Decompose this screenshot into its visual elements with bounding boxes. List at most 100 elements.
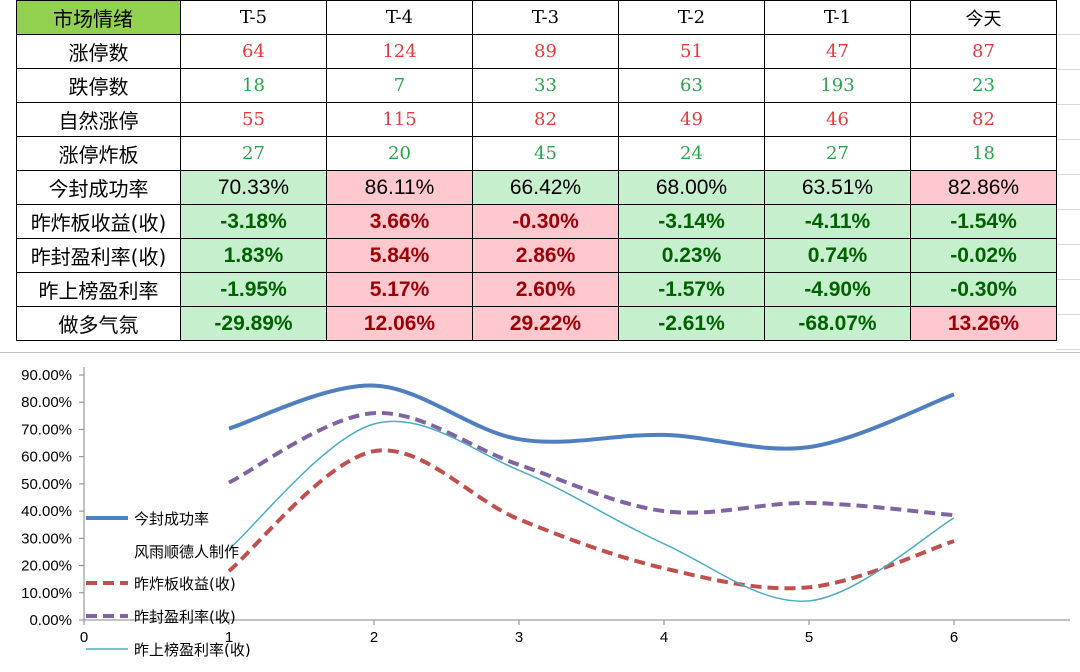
table-cell-t-4[interactable]: 12.06% [326,306,473,341]
table-cell-t-3[interactable]: 33 [472,68,619,103]
table-cell-t-2[interactable]: 63 [618,68,765,103]
row-label[interactable]: 昨封盈利率(收) [16,238,181,273]
header-cell-t-3[interactable]: T-3 [472,0,619,35]
table-cell-t-2[interactable]: 24 [618,136,765,171]
table-cell-t-1[interactable]: 27 [764,136,911,171]
legend-label-listed-profit-rate: 昨上榜盈利率(收) [134,641,251,659]
table-cell-t-2[interactable]: -2.61% [618,306,765,341]
header-cell-t-5[interactable]: T-5 [180,0,327,35]
x-tick-label: 0 [80,629,88,646]
x-tick-label: 1 [225,629,233,646]
header-cell-market-sentiment[interactable]: 市场情绪 [16,0,181,35]
row-label[interactable]: 涨停炸板 [16,136,181,171]
table-cell-t-1[interactable]: 193 [764,68,911,103]
table-cell-t-5[interactable]: 64 [180,34,327,69]
market-sentiment-table: 市场情绪 T-5 T-4 T-3 T-2 T-1 今天 涨停数 64 124 89 51… [16,0,1057,341]
legend-label-sealed-profit-rate: 昨封盈利率(收) [134,608,236,626]
table-cell-t-5[interactable]: 27 [180,136,327,171]
y-tick-label: 10.00% [21,585,72,602]
table-cell-t-4[interactable]: 5.17% [326,272,473,307]
table-cell-today[interactable]: 23 [910,68,1057,103]
series-line-broken-board-return [227,448,955,591]
table-cell-t-1[interactable]: 0.74% [764,238,911,273]
line-chart[interactable]: 0.00% 10.00% 20.00% 30.00% 40.00% 50.00% 60.00… [0,352,1080,672]
chart-canvas: 0.00% 10.00% 20.00% 30.00% 40.00% 50.00% 60.00… [21,367,1070,659]
table-cell-t-2[interactable]: 68.00% [618,170,765,205]
table-cell-today[interactable]: -1.54% [910,204,1057,239]
table-cell-t-2[interactable]: -1.57% [618,272,765,307]
table-row: 自然涨停 55 115 82 49 46 82 [16,102,1057,137]
y-tick-label: 0.00% [29,612,72,629]
header-cell-t-1[interactable]: T-1 [764,0,911,35]
x-tick-label: 2 [370,629,378,646]
y-tick-label: 50.00% [21,476,72,493]
table-cell-today[interactable]: 87 [910,34,1057,69]
y-tick-label: 60.00% [21,449,72,466]
row-label[interactable]: 做多气氛 [16,306,181,341]
table-cell-t-5[interactable]: 18 [180,68,327,103]
table-cell-t-2[interactable]: 51 [618,34,765,69]
header-cell-t-2[interactable]: T-2 [618,0,765,35]
table-cell-today[interactable]: 82 [910,102,1057,137]
table-cell-t-5[interactable]: -1.95% [180,272,327,307]
x-tick-label: 3 [515,629,523,646]
spreadsheet-area: 市场情绪 T-5 T-4 T-3 T-2 T-1 今天 涨停数 64 124 89 51… [16,0,1080,352]
table-row: 昨上榜盈利率 -1.95% 5.17% 2.60% -1.57% -4.90% -0.30% [16,272,1057,307]
table-cell-today[interactable]: 82.86% [910,170,1057,205]
table-cell-t-1[interactable]: 63.51% [764,170,911,205]
table-cell-t-4[interactable]: 115 [326,102,473,137]
x-tick-label: 5 [805,629,813,646]
table-cell-t-3[interactable]: -0.30% [472,204,619,239]
table-cell-t-2[interactable]: 0.23% [618,238,765,273]
table-cell-t-4[interactable]: 20 [326,136,473,171]
table-cell-t-4[interactable]: 124 [326,34,473,69]
table-cell-t-5[interactable]: 70.33% [180,170,327,205]
table-cell-t-4[interactable]: 3.66% [326,204,473,239]
header-cell-t-4[interactable]: T-4 [326,0,473,35]
row-label[interactable]: 昨炸板收益(收) [16,204,181,239]
excel-gridlines [1056,0,1080,352]
table-row: 今封成功率 70.33% 86.11% 66.42% 68.00% 63.51% 82.86… [16,170,1057,205]
table-cell-t-3[interactable]: 82 [472,102,619,137]
table-cell-t-5[interactable]: 55 [180,102,327,137]
table-cell-t-3[interactable]: 2.86% [472,238,619,273]
table-cell-t-3[interactable]: 2.60% [472,272,619,307]
chart-author-note: 风雨顺德人制作 [134,543,239,561]
table-cell-t-1[interactable]: -68.07% [764,306,911,341]
legend-label-broken-board-return: 昨炸板收益(收) [134,575,236,593]
table-cell-t-1[interactable]: -4.90% [764,272,911,307]
table-row: 涨停炸板 27 20 45 24 27 18 [16,136,1057,171]
table-cell-t-3[interactable]: 66.42% [472,170,619,205]
row-label[interactable]: 跌停数 [16,68,181,103]
table-cell-today[interactable]: 13.26% [910,306,1057,341]
row-label[interactable]: 昨上榜盈利率 [16,272,181,307]
table-cell-today[interactable]: -0.02% [910,238,1057,273]
table-header-row: 市场情绪 T-5 T-4 T-3 T-2 T-1 今天 [16,0,1057,35]
table-cell-t-3[interactable]: 45 [472,136,619,171]
table-cell-today[interactable]: -0.30% [910,272,1057,307]
table-cell-t-5[interactable]: 1.83% [180,238,327,273]
table-cell-t-4[interactable]: 7 [326,68,473,103]
table-cell-today[interactable]: 18 [910,136,1057,171]
table-cell-t-3[interactable]: 29.22% [472,306,619,341]
table-cell-t-3[interactable]: 89 [472,34,619,69]
y-tick-label: 30.00% [21,530,72,547]
header-cell-today[interactable]: 今天 [910,0,1057,35]
row-label[interactable]: 自然涨停 [16,102,181,137]
table-row: 昨炸板收益(收) -3.18% 3.66% -0.30% -3.14% -4.11% -1.… [16,204,1057,239]
table-cell-t-5[interactable]: -3.18% [180,204,327,239]
table-row: 涨停数 64 124 89 51 47 87 [16,34,1057,69]
row-label[interactable]: 今封成功率 [16,170,181,205]
row-label[interactable]: 涨停数 [16,34,181,69]
table-cell-t-2[interactable]: 49 [618,102,765,137]
table-cell-t-1[interactable]: -4.11% [764,204,911,239]
table-cell-t-4[interactable]: 86.11% [326,170,473,205]
table-cell-t-1[interactable]: 47 [764,34,911,69]
table-cell-t-1[interactable]: 46 [764,102,911,137]
table-cell-t-4[interactable]: 5.84% [326,238,473,273]
y-tick-label: 40.00% [21,503,72,520]
table-row: 跌停数 18 7 33 63 193 23 [16,68,1057,103]
table-cell-t-2[interactable]: -3.14% [618,204,765,239]
table-cell-t-5[interactable]: -29.89% [180,306,327,341]
x-tick-label: 6 [950,629,958,646]
